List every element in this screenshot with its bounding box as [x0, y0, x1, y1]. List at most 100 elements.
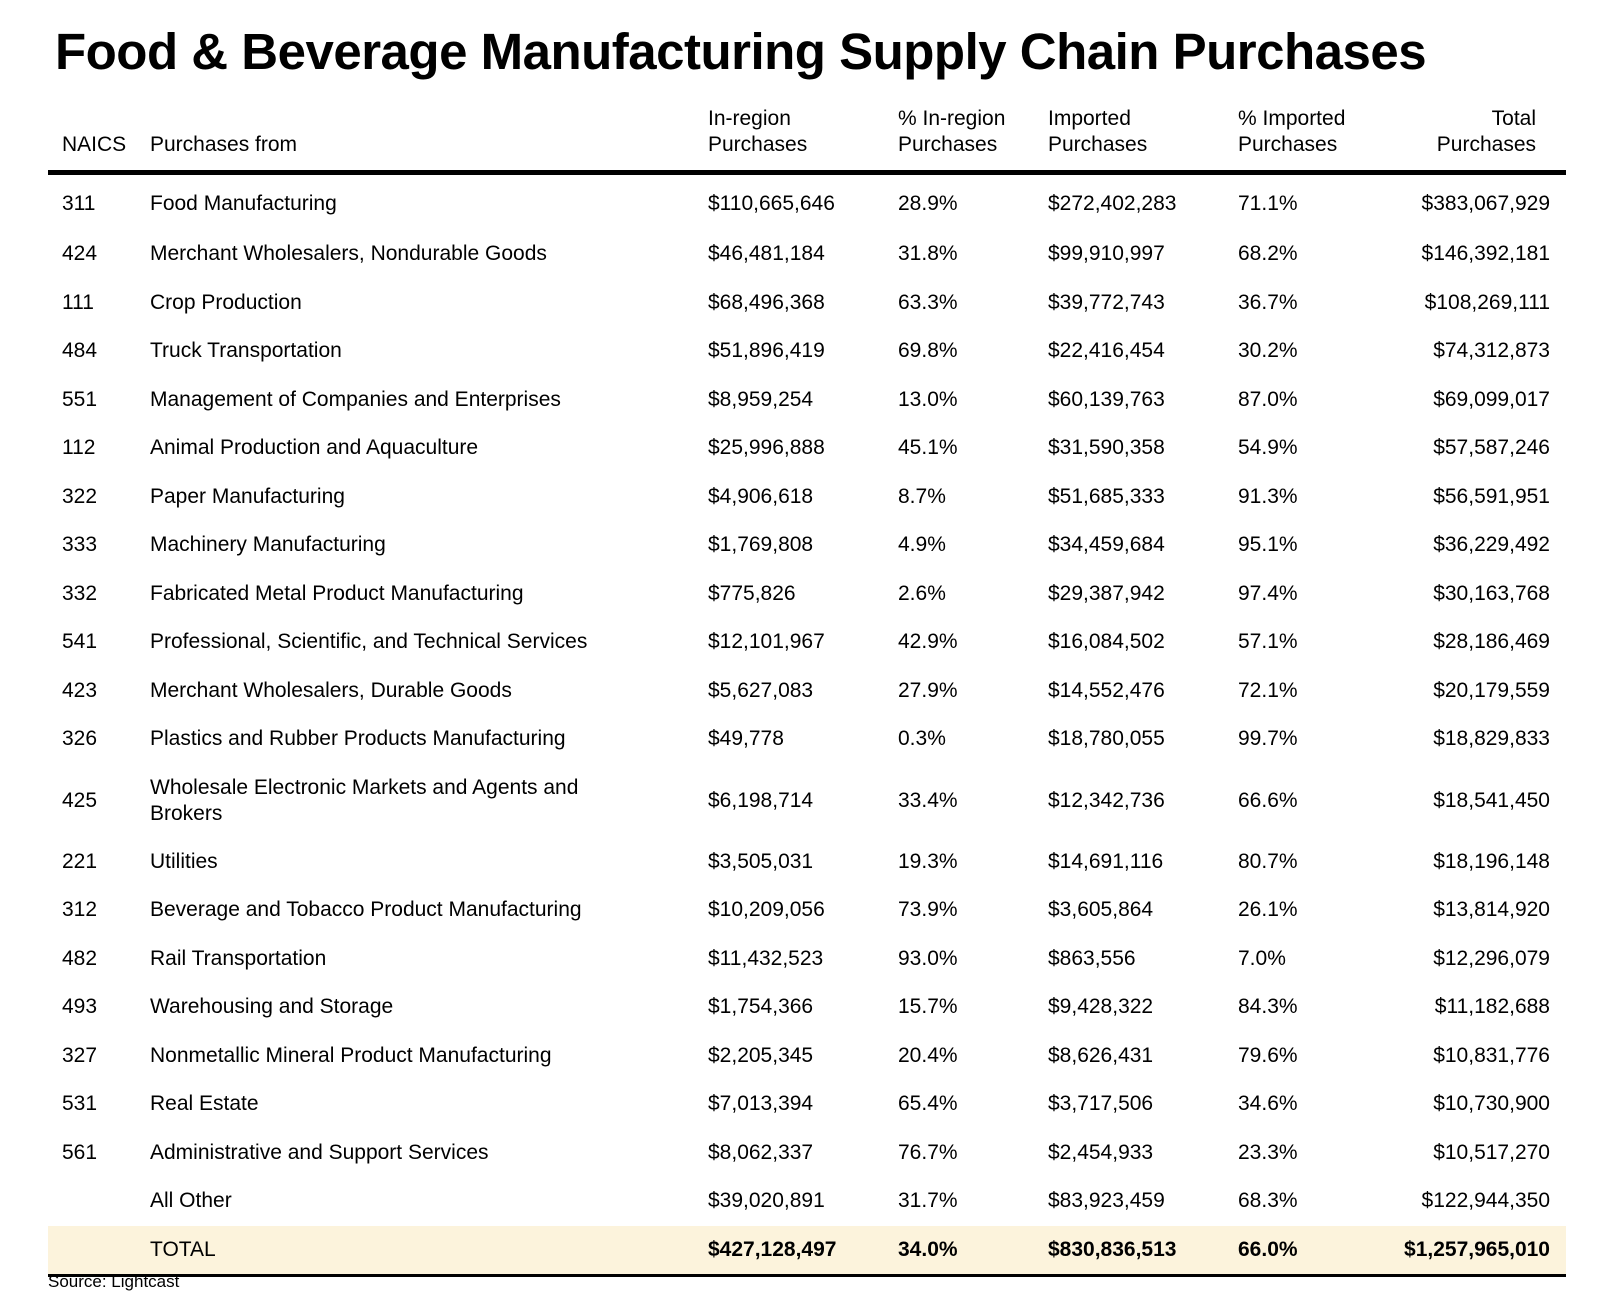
- header-pct-in-region: % In-region Purchases: [890, 94, 1040, 175]
- table-row: 112 Animal Production and Aquaculture $25,…: [48, 424, 1566, 473]
- cell-pct-in-region: 19.3%: [898, 849, 958, 873]
- cell-pct-imported: 36.7%: [1238, 290, 1298, 314]
- cell-imported-purchases: $9,428,322: [1048, 995, 1154, 1019]
- cell-in-region-purchases: $3,505,031: [708, 849, 814, 873]
- table-row: 327 Nonmetallic Mineral Product Manufactu…: [48, 1032, 1566, 1081]
- cell-imported-purchases: $2,454,933: [1048, 1140, 1154, 1164]
- cell-purchases-from: Paper Manufacturing: [150, 484, 345, 508]
- header-pct-imported-line2: Purchases: [1238, 133, 1338, 156]
- header-in-region-line1: In-region: [708, 107, 791, 130]
- cell-total-purchases: $57,587,246: [1433, 436, 1550, 460]
- cell-total-purchases: $10,831,776: [1433, 1043, 1550, 1067]
- total-imported: $830,836,513: [1040, 1225, 1230, 1277]
- cell-purchases-from: Fabricated Metal Product Manufacturing: [150, 581, 524, 605]
- cell-in-region-purchases: $5,627,083: [708, 678, 814, 702]
- table-row: 111 Crop Production $68,496,368 63.3% $39,77…: [48, 279, 1566, 328]
- cell-naics: 326: [62, 727, 98, 751]
- cell-total-purchases: $20,179,559: [1433, 678, 1550, 702]
- cell-pct-imported: 87.0%: [1238, 387, 1298, 411]
- cell-in-region-purchases: $39,020,891: [708, 1189, 825, 1213]
- cell-total-purchases: $10,517,270: [1433, 1140, 1550, 1164]
- cell-pct-imported: 80.7%: [1238, 849, 1298, 873]
- table-row: 561 Administrative and Support Services $8…: [48, 1129, 1566, 1178]
- cell-naics: 541: [62, 630, 98, 654]
- cell-imported-purchases: $14,691,116: [1048, 849, 1164, 873]
- cell-in-region-purchases: $8,062,337: [708, 1140, 814, 1164]
- table-row: 551 Management of Companies and Enterpris…: [48, 376, 1566, 425]
- cell-pct-in-region: 4.9%: [898, 533, 946, 557]
- cell-naics: 423: [62, 678, 98, 702]
- supply-chain-table: NAICS Purchases from In-region Purchases …: [48, 94, 1566, 1277]
- cell-in-region-purchases: $8,959,254: [708, 387, 814, 411]
- table-row: 531 Real Estate $7,013,394 65.4% $3,717,506 3…: [48, 1080, 1566, 1129]
- cell-in-region-purchases: $49,778: [708, 727, 784, 751]
- cell-pct-in-region: 2.6%: [898, 581, 946, 605]
- cell-imported-purchases: $18,780,055: [1048, 727, 1165, 751]
- cell-imported-purchases: $3,717,506: [1048, 1092, 1154, 1116]
- total-naics: [48, 1225, 142, 1277]
- cell-total-purchases: $36,229,492: [1433, 533, 1550, 557]
- cell-pct-imported: 72.1%: [1238, 678, 1298, 702]
- cell-total-purchases: $146,392,181: [1421, 242, 1550, 266]
- cell-purchases-from: Professional, Scientific, and Technical …: [150, 630, 588, 654]
- table-row: 332 Fabricated Metal Product Manufacturin…: [48, 570, 1566, 619]
- cell-naics: 425: [62, 788, 98, 812]
- cell-pct-in-region: 63.3%: [898, 290, 958, 314]
- cell-in-region-purchases: $110,665,646: [708, 192, 835, 215]
- source-note: Source: Lightcast: [48, 1272, 180, 1291]
- cell-naics: 327: [62, 1043, 98, 1067]
- header-pct-imported-line1: % Imported: [1238, 107, 1346, 130]
- cell-pct-in-region: 28.9%: [898, 192, 958, 215]
- cell-pct-imported: 7.0%: [1238, 946, 1286, 970]
- cell-in-region-purchases: $775,826: [708, 581, 796, 605]
- cell-pct-imported: 97.4%: [1238, 581, 1298, 605]
- cell-pct-in-region: 31.7%: [898, 1189, 958, 1213]
- cell-naics: 332: [62, 581, 98, 605]
- total-pct-in-region: 34.0%: [890, 1225, 1040, 1277]
- cell-naics: 333: [62, 533, 98, 557]
- cell-total-purchases: $56,591,951: [1433, 484, 1550, 508]
- cell-purchases-from: Plastics and Rubber Products Manufacturi…: [150, 727, 566, 751]
- cell-total-purchases: $18,829,833: [1433, 727, 1550, 751]
- cell-purchases-from: Warehousing and Storage: [150, 995, 394, 1019]
- header-row: NAICS Purchases from In-region Purchases …: [48, 94, 1566, 175]
- cell-imported-purchases: $272,402,283: [1048, 192, 1177, 215]
- cell-in-region-purchases: $12,101,967: [708, 630, 825, 654]
- cell-pct-in-region: 69.8%: [898, 339, 958, 363]
- cell-pct-imported: 57.1%: [1238, 630, 1298, 654]
- cell-total-purchases: $74,312,873: [1433, 339, 1550, 363]
- cell-total-purchases: $108,269,111: [1424, 290, 1550, 314]
- cell-purchases-from: Administrative and Support Services: [150, 1140, 489, 1164]
- cell-pct-imported: 23.3%: [1238, 1140, 1298, 1164]
- cell-pct-imported: 99.7%: [1238, 727, 1298, 751]
- table-row: 484 Truck Transportation $51,896,419 69.8% $…: [48, 327, 1566, 376]
- cell-pct-in-region: 13.0%: [898, 387, 958, 411]
- cell-total-purchases: $18,541,450: [1433, 788, 1550, 812]
- cell-naics: 484: [62, 339, 98, 363]
- cell-imported-purchases: $34,459,684: [1048, 533, 1165, 557]
- cell-in-region-purchases: $68,496,368: [708, 290, 825, 314]
- cell-in-region-purchases: $11,432,523: [708, 946, 824, 970]
- cell-imported-purchases: $31,590,358: [1048, 436, 1165, 460]
- cell-total-purchases: $13,814,920: [1433, 898, 1550, 922]
- header-total-purchases: Total Purchases: [1380, 94, 1566, 175]
- cell-total-purchases: $10,730,900: [1433, 1092, 1550, 1116]
- header-imported-line1: Imported: [1048, 107, 1131, 130]
- cell-purchases-from: Animal Production and Aquaculture: [150, 436, 479, 460]
- cell-purchases-from: Nonmetallic Mineral Product Manufacturin…: [150, 1043, 552, 1067]
- cell-purchases-from: Food Manufacturing: [150, 192, 337, 215]
- cell-pct-in-region: 15.7%: [898, 995, 958, 1019]
- cell-in-region-purchases: $25,996,888: [708, 436, 825, 460]
- header-pct-in-region-line2: Purchases: [898, 133, 998, 156]
- cell-total-purchases: $383,067,929: [1421, 192, 1550, 215]
- cell-pct-in-region: 76.7%: [898, 1140, 958, 1164]
- cell-purchases-from: Management of Companies and Enterprises: [150, 387, 561, 411]
- cell-pct-in-region: 42.9%: [898, 630, 958, 654]
- cell-purchases-from: Machinery Manufacturing: [150, 533, 386, 557]
- cell-pct-in-region: 20.4%: [898, 1043, 958, 1067]
- table-row: 326 Plastics and Rubber Products Manufact…: [48, 715, 1566, 764]
- cell-pct-in-region: 93.0%: [898, 946, 958, 970]
- cell-imported-purchases: $83,923,459: [1048, 1189, 1165, 1213]
- cell-pct-imported: 91.3%: [1238, 484, 1298, 508]
- total-label: TOTAL: [142, 1225, 700, 1277]
